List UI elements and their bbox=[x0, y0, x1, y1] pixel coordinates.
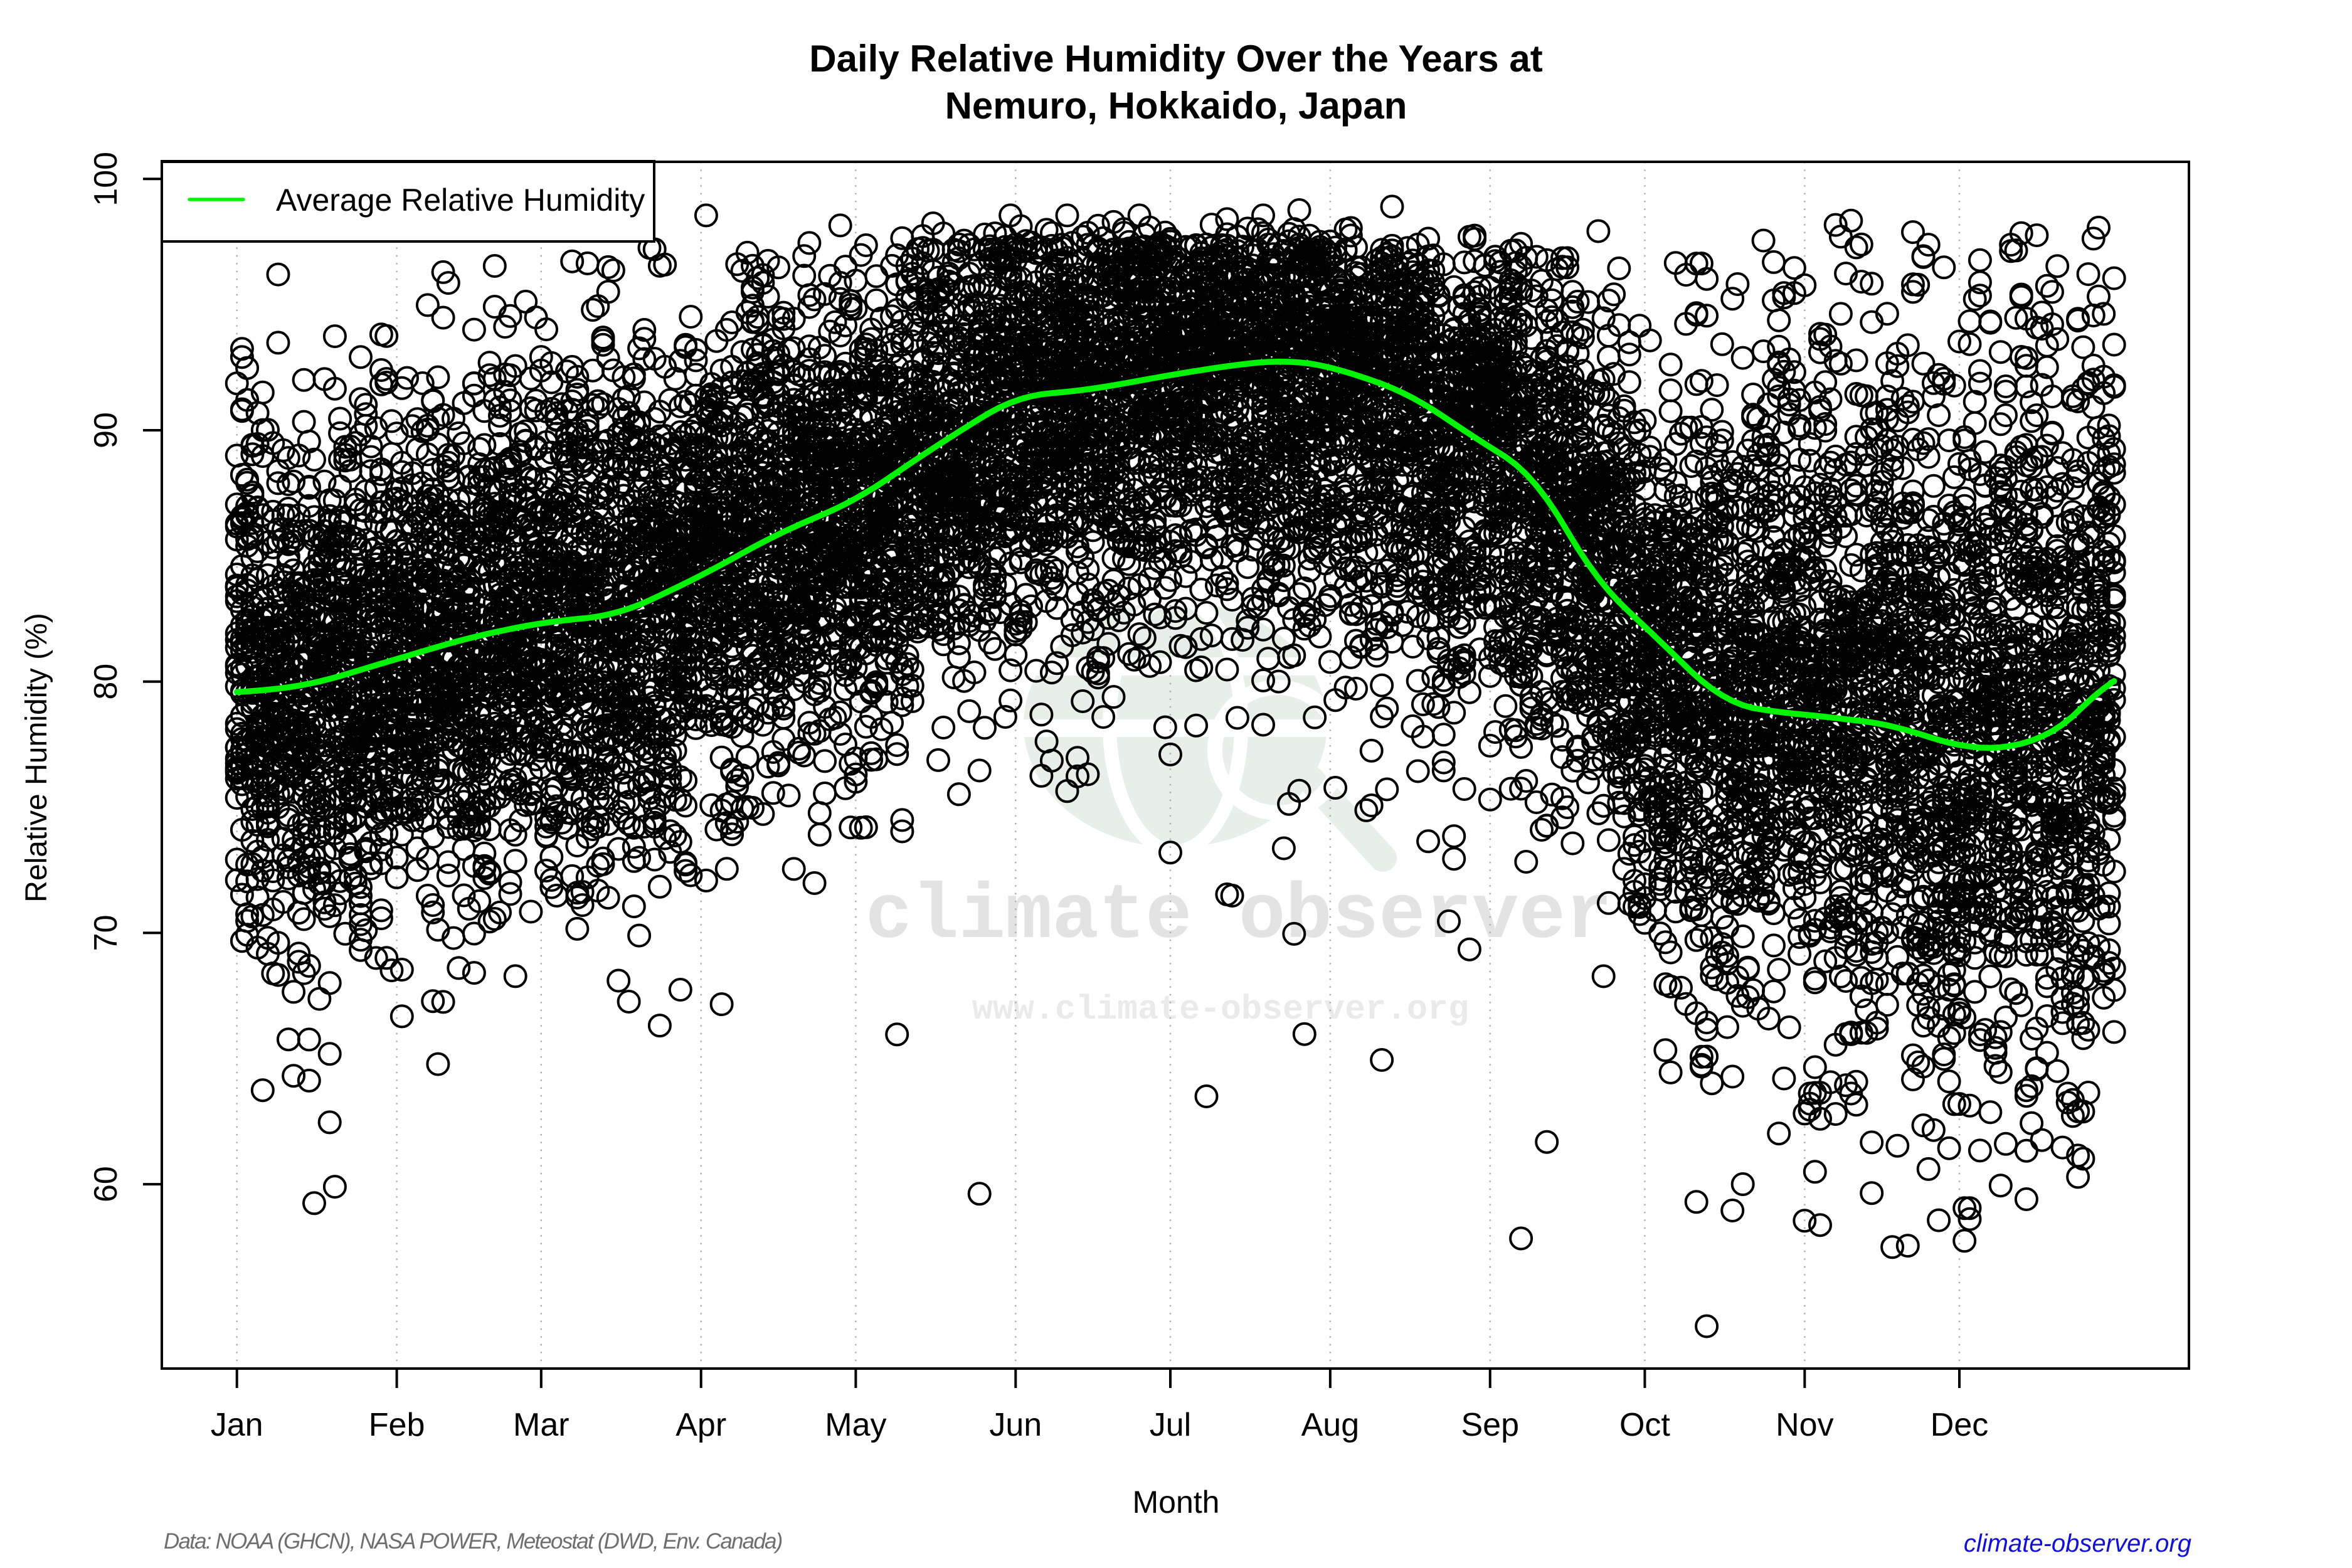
svg-text:www.climate-observer.org: www.climate-observer.org bbox=[972, 990, 1469, 1029]
